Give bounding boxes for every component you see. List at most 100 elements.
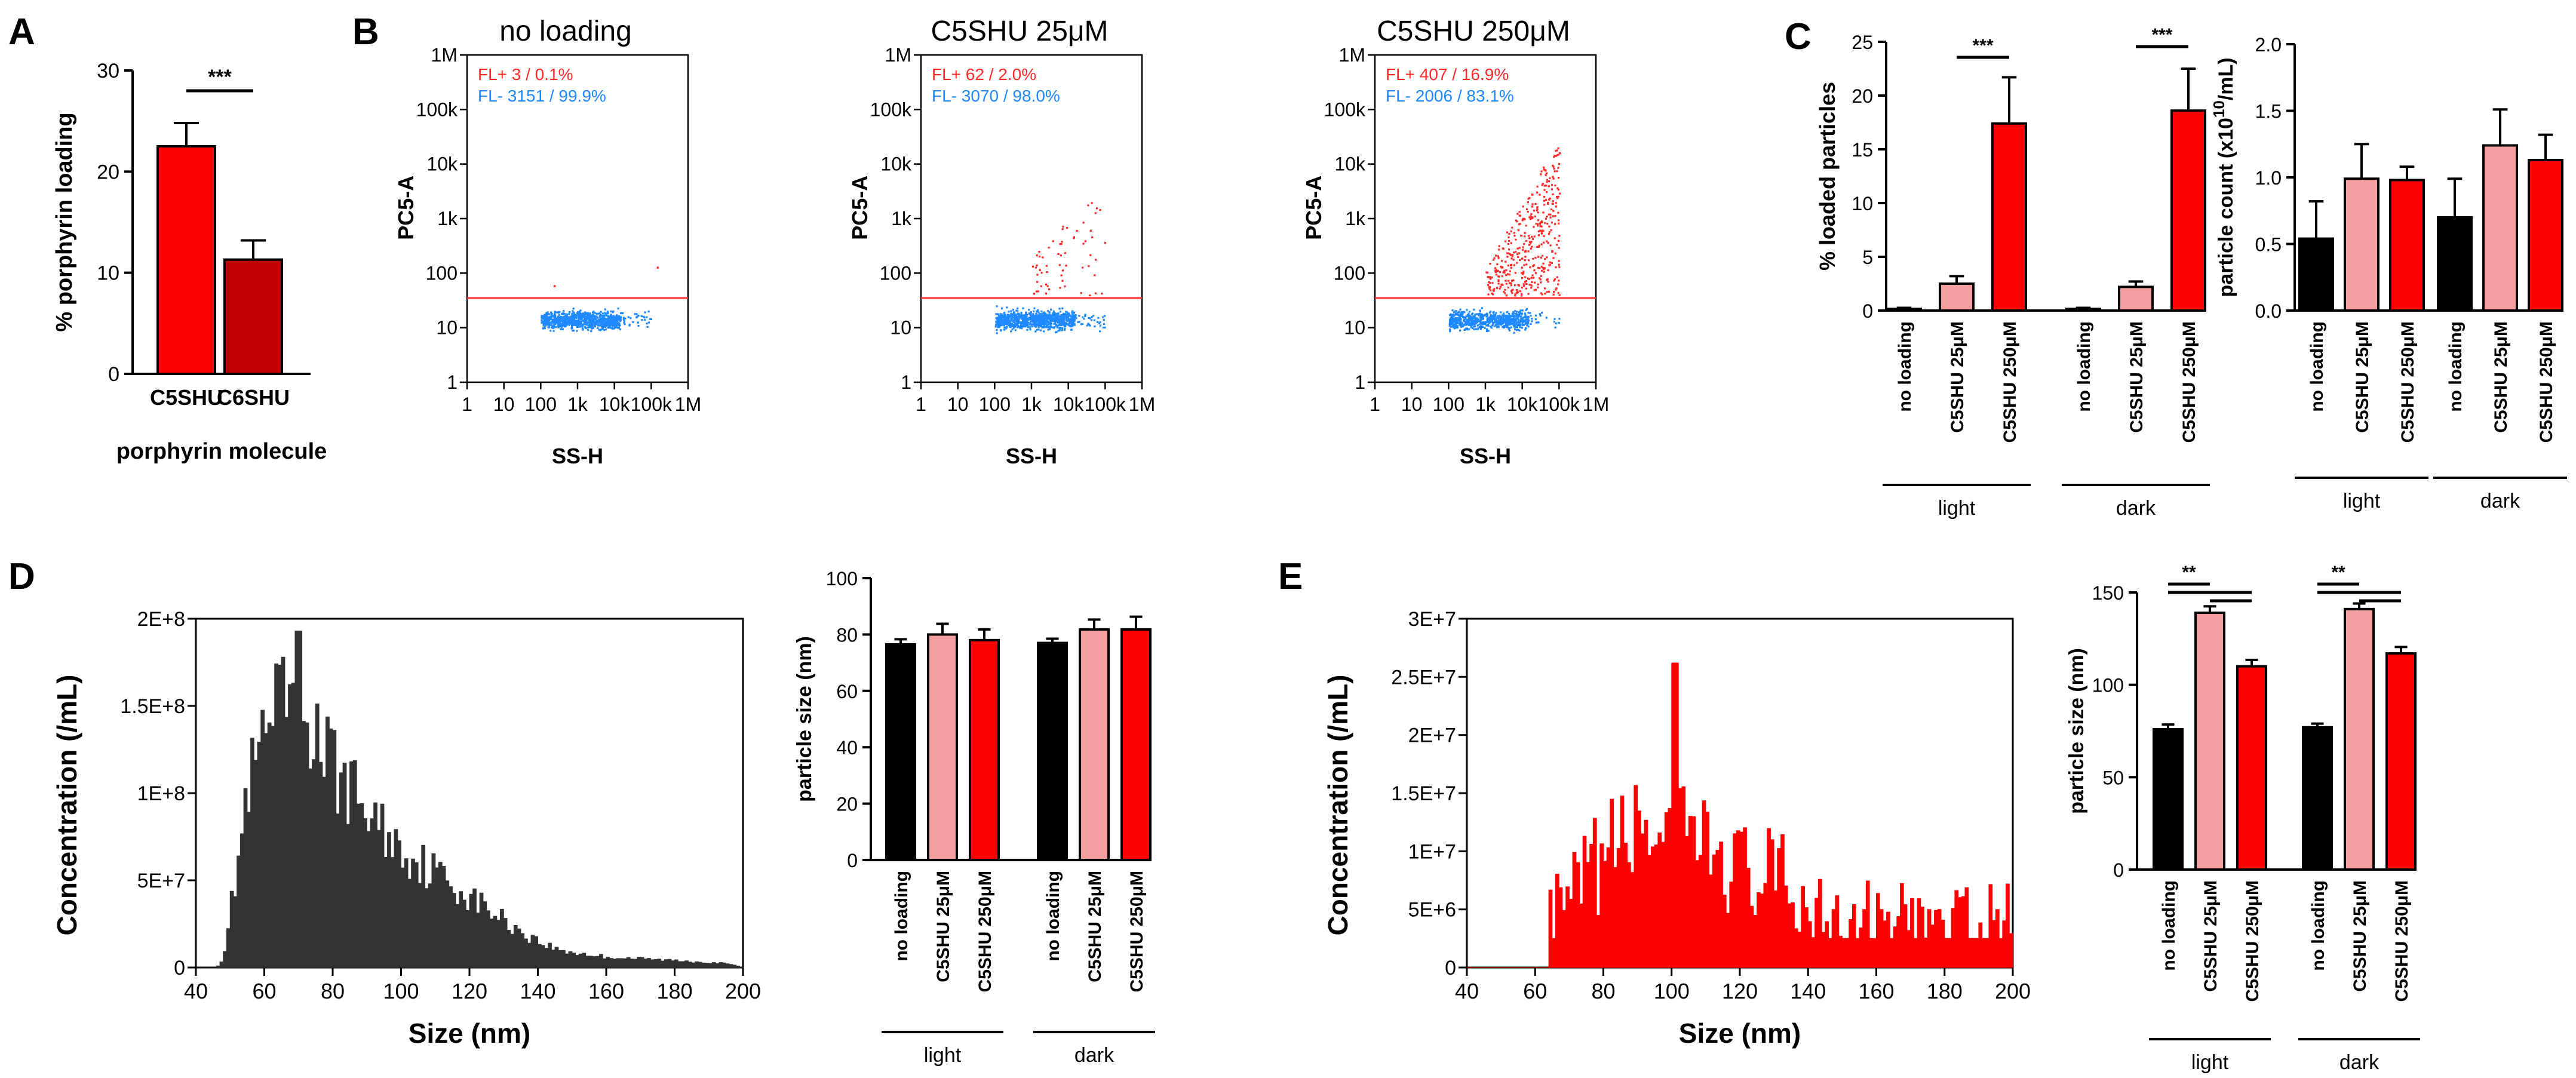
bar-C2 <box>2528 159 2563 312</box>
x-tick-label-E1: 160 <box>1858 979 1894 1003</box>
x-tick-label-E1: 80 <box>1591 979 1615 1003</box>
fl-negative-events-B1 <box>541 308 652 333</box>
y-tick-label-A: 10 <box>97 262 119 285</box>
y-axis-label-D2: particle size (nm) <box>793 636 816 802</box>
x-axis-label-A: porphyrin molecule <box>116 439 327 464</box>
category-label-C2: no loading <box>2307 321 2327 412</box>
bar-E2 <box>2302 726 2333 871</box>
x-tick-label-B3: 1M <box>1583 394 1609 415</box>
category-label-E2: no loading <box>2308 880 2328 971</box>
y-tick-label-D1: 0 <box>174 957 185 979</box>
bar-C1 <box>2065 308 2101 312</box>
fl-positive-count-B1: FL+ 3 / 0.1% <box>478 65 573 84</box>
bar-C2 <box>2344 177 2380 312</box>
category-label-E2: C5SHU 25μM <box>2350 880 2370 992</box>
y-tick-label-D1: 2E+8 <box>137 608 185 631</box>
x-axis-label-B2: SS-H <box>1006 444 1057 468</box>
significance-label-E: ** <box>2331 563 2345 582</box>
category-label-C1: no loading <box>2074 321 2094 412</box>
y-tick-label-C1: 10 <box>1852 193 1873 214</box>
y-tick-label-C2: 2.0 <box>2255 34 2282 56</box>
bar-C1 <box>2170 109 2206 312</box>
bar-D2 <box>885 643 916 862</box>
y-tick-label-B2: 100k <box>870 99 912 120</box>
category-label-C2: C5SHU 250μM <box>2398 321 2418 443</box>
y-axis-label-part: /mL) <box>2215 57 2237 100</box>
x-tick-label-D1: 200 <box>725 979 761 1003</box>
x-tick-label-D1: 180 <box>656 979 692 1003</box>
x-axis-label-E1: Size (nm) <box>1679 1018 1801 1049</box>
y-tick-label-B1: 100k <box>416 99 458 120</box>
bar-A <box>223 258 283 375</box>
y-tick-label-C2: 1.5 <box>2255 101 2282 122</box>
significance-label-C: *** <box>1972 36 1993 56</box>
x-axis-label-D1: Size (nm) <box>409 1018 530 1049</box>
y-tick-label-B1: 1k <box>437 208 458 229</box>
x-tick-label-E1: 140 <box>1790 979 1826 1003</box>
x-tick-label-D1: 100 <box>383 979 419 1003</box>
histogram-bars-D1 <box>196 630 744 968</box>
bar-C2 <box>2298 237 2334 312</box>
fl-positive-events-B2 <box>1031 202 1107 297</box>
bar-D2 <box>927 633 958 862</box>
bar-D2 <box>969 638 1000 861</box>
x-tick-label-B1: 100k <box>631 394 673 415</box>
y-axis-label-E2: particle size (nm) <box>2065 648 2088 814</box>
group-label-D2: light <box>924 1044 962 1067</box>
y-tick-label-E1: 3E+7 <box>1408 608 1456 631</box>
category-label-A: C6SHU <box>217 385 290 410</box>
y-axis-label-A: % porphyrin loading <box>52 112 77 331</box>
group-label-C2: dark <box>2480 490 2520 512</box>
histogram-bars-E1 <box>1467 662 2013 968</box>
x-tick-label-B2: 100 <box>979 394 1011 415</box>
y-tick-label-D2: 20 <box>836 794 858 815</box>
category-label-D2: C5SHU 250μM <box>975 871 995 992</box>
y-tick-label-B1: 10k <box>426 153 458 175</box>
category-label-C2: C5SHU 25μM <box>2491 321 2511 433</box>
fl-negative-events-B2 <box>994 305 1106 334</box>
x-tick-label-D1: 120 <box>452 979 487 1003</box>
y-tick-label-C2: 0.0 <box>2255 300 2282 322</box>
category-label-A: C5SHU <box>150 385 223 410</box>
x-tick-label-B3: 100 <box>1433 394 1464 415</box>
bar-C1 <box>1886 308 1922 312</box>
y-tick-label-C1: 15 <box>1852 139 1873 161</box>
y-tick-label-D2: 40 <box>836 737 858 758</box>
y-tick-label-C1: 0 <box>1862 300 1873 322</box>
y-axis-label-D1: Concentration (/mL) <box>51 675 82 936</box>
panel-letter-c: C <box>1785 16 1812 57</box>
x-tick-label-B1: 1M <box>675 394 701 415</box>
y-axis-label-B3: PC5-A <box>1301 176 1326 240</box>
category-label-C2: no loading <box>2446 321 2466 412</box>
y-tick-label-B3: 10k <box>1334 153 1366 175</box>
group-label-C1: dark <box>2116 497 2156 520</box>
x-tick-label-E1: 40 <box>1455 979 1479 1003</box>
bar-C2 <box>2389 179 2425 312</box>
y-tick-label-C2: 0.5 <box>2255 234 2282 256</box>
category-label-C1: C5SHU 25μM <box>1948 321 1967 433</box>
y-tick-label-E2: 50 <box>2102 767 2124 788</box>
panel-letter-a: A <box>8 11 35 53</box>
category-label-C1: C5SHU 250μM <box>2179 321 2199 443</box>
bar-C1 <box>1939 282 1975 312</box>
x-tick-label-B2: 1k <box>1021 394 1042 415</box>
y-tick-label-B1: 1M <box>431 44 458 66</box>
panel-letter-e: E <box>1278 556 1303 597</box>
group-label-C1: light <box>1938 497 1976 520</box>
panel-letter-b: B <box>352 11 379 53</box>
y-tick-label-B3: 10 <box>1344 317 1365 339</box>
y-tick-label-B1: 100 <box>426 262 458 284</box>
x-axis-label-B3: SS-H <box>1460 444 1511 468</box>
y-tick-label-D1: 1.5E+8 <box>120 695 185 718</box>
y-tick-label-D2: 60 <box>836 681 858 702</box>
x-tick-label-B3: 10 <box>1401 394 1423 415</box>
y-tick-label-A: 0 <box>108 363 119 386</box>
bar-C1 <box>2118 285 2154 312</box>
y-tick-label-B2: 10k <box>880 153 912 175</box>
x-tick-label-B1: 1k <box>567 394 588 415</box>
y-tick-label-B1: 1 <box>447 371 458 393</box>
category-label-D2: no loading <box>892 871 911 962</box>
y-tick-label-D2: 0 <box>847 850 858 871</box>
y-tick-label-B2: 100 <box>880 262 911 284</box>
